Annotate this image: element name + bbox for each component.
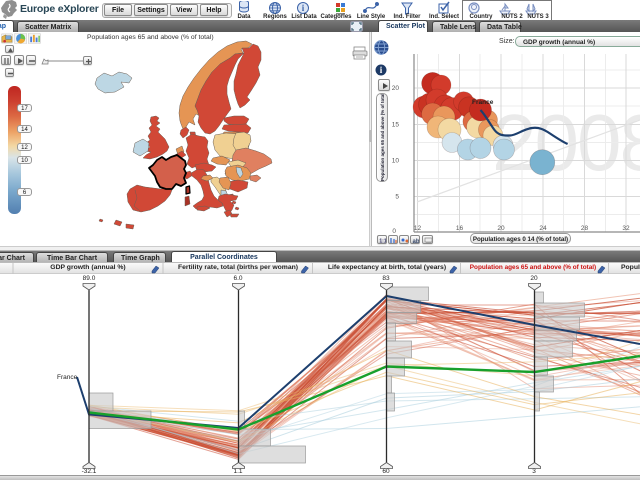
svg-text:24: 24 [539, 225, 547, 232]
svg-text:28: 28 [581, 225, 589, 232]
svg-text:ab: ab [412, 239, 419, 244]
svg-text:20: 20 [497, 225, 505, 232]
svg-text:1:1: 1:1 [379, 239, 386, 245]
svg-text:France: France [57, 374, 78, 381]
svg-text:5: 5 [395, 194, 399, 201]
svg-text:i: i [380, 65, 383, 75]
svg-text:France: France [472, 99, 494, 106]
svg-text:32: 32 [622, 225, 630, 232]
svg-text:12: 12 [414, 225, 422, 232]
svg-text:0: 0 [392, 228, 396, 235]
svg-text:15: 15 [392, 122, 400, 129]
svg-text:10: 10 [392, 158, 400, 165]
svg-text:16: 16 [456, 225, 464, 232]
svg-text:20: 20 [392, 85, 400, 92]
svg-text:i: i [302, 3, 305, 13]
